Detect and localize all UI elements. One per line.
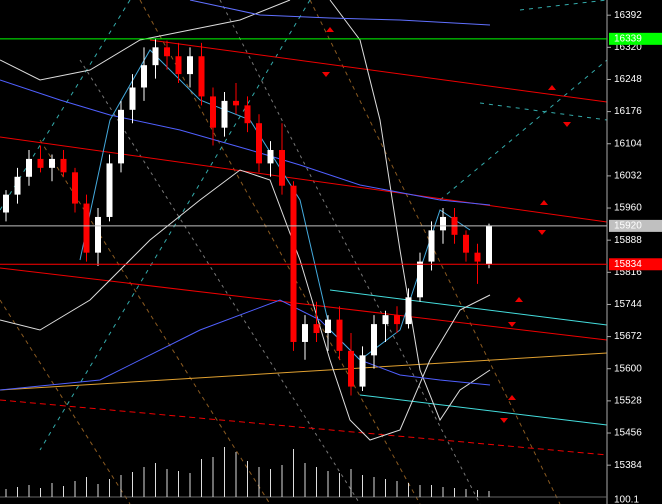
fan-lines-cyan: [0, 0, 608, 451]
candle-body: [440, 216, 446, 231]
y-tick-label: 15600: [614, 363, 642, 374]
y-tick-label: 15816: [614, 267, 642, 278]
y-tick-label: 15528: [614, 396, 642, 407]
y-tick-label: 15960: [614, 203, 642, 214]
indicators: [0, 0, 608, 504]
candle-body: [83, 203, 90, 253]
bollinger-lower: [0, 169, 491, 441]
candle-body: [302, 324, 308, 342]
candle-body: [118, 109, 124, 164]
candle-body: [210, 96, 216, 128]
candle-body: [60, 158, 67, 173]
y-tick-label: 15744: [614, 299, 642, 310]
candle-body: [348, 350, 354, 387]
price-level-box: [609, 32, 662, 45]
candle-body: [233, 100, 239, 106]
candle-body: [279, 149, 285, 186]
candle-body: [129, 87, 136, 110]
candle-body: [405, 297, 412, 325]
candle-body: [474, 252, 481, 262]
moving-average: [0, 299, 491, 391]
candle-body: [221, 100, 228, 128]
candle-body: [3, 194, 9, 213]
candle-body: [325, 319, 331, 334]
moving-average: [0, 79, 491, 206]
moving-average-fast: [79, 49, 471, 361]
y-tick-label: 15672: [614, 331, 642, 342]
candle-body: [428, 230, 435, 262]
candle-body: [141, 65, 147, 88]
candle-body: [336, 319, 343, 351]
candle-body: [244, 105, 251, 124]
channel-line: [0, 399, 608, 456]
candle-body: [486, 225, 492, 265]
candle-body: [359, 355, 366, 387]
candle-body: [267, 149, 274, 164]
candle-body: [371, 324, 377, 356]
channel-line: [149, 39, 608, 103]
moving-average: [189, 0, 491, 26]
y-tick-label: 16248: [614, 74, 642, 85]
candle-body: [187, 56, 193, 75]
y-tick-label: 15456: [614, 428, 642, 439]
candle-body: [26, 158, 32, 177]
y-tick-label: 15384: [614, 460, 642, 471]
candle-body: [382, 315, 389, 325]
y-tick-label: 15888: [614, 235, 642, 246]
price-level-label: 15920: [614, 221, 642, 232]
candle-body: [106, 163, 113, 217]
candle-body: [95, 216, 101, 253]
y-tick-label: 16320: [614, 42, 642, 53]
channel-line: [359, 394, 608, 426]
candle-body: [463, 234, 469, 253]
candle-body: [14, 176, 21, 195]
price-level-label: 15834: [614, 259, 642, 270]
candle-body: [417, 261, 423, 298]
y-tick-label: 16104: [614, 138, 642, 149]
price-level-box: [609, 258, 662, 271]
price-level-box: [609, 219, 662, 232]
candle-body: [394, 315, 400, 325]
trend-line: [0, 352, 608, 391]
channel-line: [329, 289, 608, 326]
volume-label: 100.1: [614, 495, 639, 504]
channel-line: [0, 136, 608, 223]
candle-body: [164, 47, 170, 57]
candle-body: [152, 47, 159, 66]
candle-body: [72, 172, 78, 204]
y-tick-label: 16032: [614, 171, 642, 182]
channel-line: [0, 267, 608, 341]
y-tick-label: 16392: [614, 10, 642, 21]
y-tick-label: 16176: [614, 106, 642, 117]
price-level-label: 16339: [614, 33, 642, 44]
candle-body: [313, 324, 320, 334]
candle-body: [37, 158, 44, 168]
candle-body: [175, 56, 182, 75]
fan-lines: [0, 0, 561, 504]
candle-body: [49, 158, 55, 168]
bollinger-upper: [0, 0, 291, 81]
candle-body: [198, 56, 205, 97]
candle-body: [256, 123, 262, 164]
